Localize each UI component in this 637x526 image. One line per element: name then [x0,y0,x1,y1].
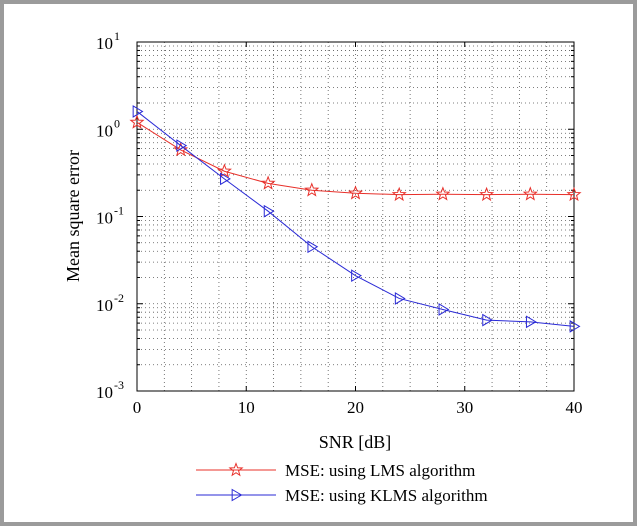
y-tick-base: 10 [96,296,113,315]
data-point [129,114,145,129]
y-tick-exponent: -2 [114,291,124,305]
data-point [566,186,582,202]
data-point [216,163,232,178]
data-point [304,182,320,197]
data-point [260,175,276,190]
data-point [391,186,407,202]
series-line [136,121,575,196]
data-point [231,488,243,502]
x-tick-label: 10 [238,398,255,417]
series-klms [132,105,581,333]
data-point [351,269,362,283]
data-point [569,320,581,333]
data-point [132,105,144,118]
x-axis-label: SNR [dB] [319,432,392,452]
y-tick-label: 10 1 [96,29,120,53]
data-point [173,141,189,157]
data-point [263,204,275,218]
y-tick-label: 10 -2 [96,291,124,315]
series-line [136,111,575,327]
axis-ticks [136,41,575,392]
legend-item: MSE: using LMS algorithm [196,461,475,480]
x-tick-label: 0 [133,398,142,417]
y-tick-base: 10 [96,209,113,228]
y-tick-label: 10 0 [96,116,120,140]
data-point [522,186,538,201]
x-tick-label: 20 [347,398,364,417]
y-tick-exponent: -3 [114,378,124,392]
data-point [394,292,406,305]
data-point [220,172,231,186]
y-tick-base: 10 [96,121,113,140]
y-axis-label: Mean square error [63,150,83,282]
legend-label: MSE: using LMS algorithm [285,461,475,480]
grid-lines [137,42,574,391]
legend-item: MSE: using KLMS algorithm [196,486,488,505]
data-point [438,303,450,316]
data-point [435,186,451,201]
x-tick-label: 30 [456,398,473,417]
legend: MSE: using LMS algorithm MSE: using KLMS … [196,461,488,505]
data-point [482,313,494,327]
x-tick-labels: 0 10 20 30 40 [133,398,583,417]
series-group [129,105,582,333]
data-point [347,185,364,200]
data-point [479,186,495,202]
y-tick-exponent: 0 [114,116,120,130]
data-point [176,139,188,152]
y-tick-base: 10 [96,383,113,402]
y-tick-exponent: -1 [114,204,124,218]
data-point [525,315,537,329]
y-tick-exponent: 1 [114,29,120,43]
x-tick-label: 40 [566,398,583,417]
series-lms [129,114,582,202]
y-tick-label: 10 -3 [96,378,124,402]
y-tick-base: 10 [96,34,113,53]
legend-label: MSE: using KLMS algorithm [285,486,488,505]
data-point [228,462,244,477]
y-tick-label: 10 -1 [96,204,124,228]
data-point [307,240,319,254]
